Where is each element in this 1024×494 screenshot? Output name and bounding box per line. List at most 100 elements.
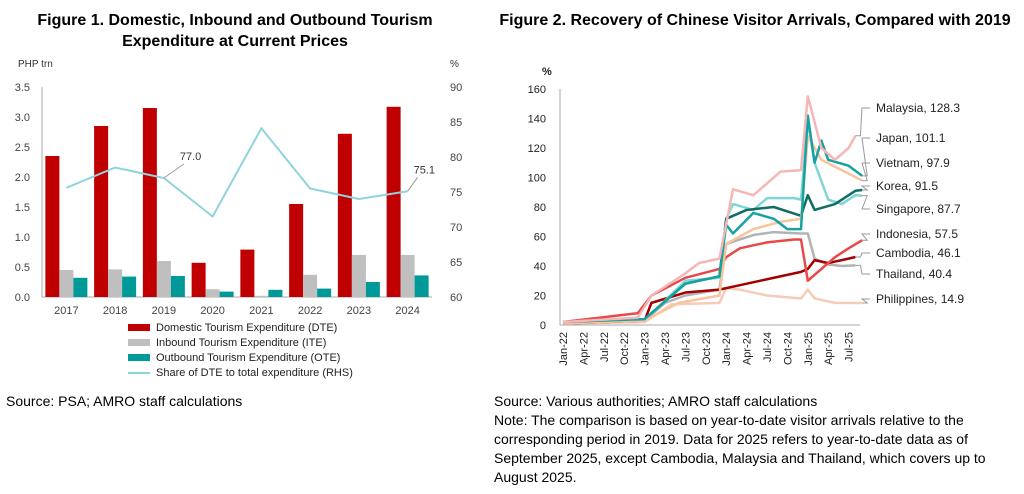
x-tick-label: Apr-23	[660, 332, 672, 365]
y2-tick-label: 70	[450, 222, 462, 234]
y-tick-label: 40	[534, 261, 546, 273]
y-tick-label: 3.5	[15, 82, 30, 94]
x-tick-label: Jan-23	[640, 332, 652, 366]
series-label-singapore: Singapore, 87.7	[876, 202, 961, 216]
bar-ote	[268, 289, 283, 297]
x-tick-label: Jan-25	[803, 332, 815, 366]
bar-dte	[289, 204, 304, 297]
figure2-source: Source: Various authorities; AMRO staff …	[494, 393, 818, 409]
y-tick-label: 60	[534, 232, 546, 244]
legend-item: Outbound Tourism Expenditure (OTE)	[128, 350, 353, 365]
legend-label: Inbound Tourism Expenditure (ITE)	[156, 336, 327, 349]
y-tick-label: 100	[528, 173, 546, 185]
y2-tick-label: 75	[450, 187, 462, 199]
bar-ite	[351, 255, 366, 297]
y-tick-label: 160	[528, 84, 546, 96]
label-leader	[860, 185, 870, 191]
annotation-label: 77.0	[180, 151, 201, 163]
bar-ite	[254, 295, 269, 297]
x-tick-label: Jul-22	[599, 332, 611, 362]
x-tick-label: 2021	[249, 305, 273, 317]
y-tick-label: 1.0	[15, 232, 30, 244]
bar-ite	[400, 255, 415, 297]
x-tick-label: 2019	[152, 305, 176, 317]
figure2-note: Note: The comparison is based on year-to…	[494, 412, 986, 485]
label-leader	[861, 162, 870, 182]
bar-dte	[45, 156, 60, 297]
x-tick-label: 2018	[103, 305, 127, 317]
legend-label: Outbound Tourism Expenditure (OTE)	[156, 351, 341, 364]
bar-ote	[73, 277, 88, 297]
x-tick-label: Jul-24	[762, 332, 774, 362]
legend-swatch	[128, 371, 150, 374]
figure2-title: Figure 2. Recovery of Chinese Visitor Ar…	[499, 12, 1011, 29]
figure1-chart: PHP trn % 0.0 0.5 1.0 1.5 2.0 2.5 3.0 3.5 60 65 70 75…	[15, 59, 463, 317]
x-tick-label: Oct-23	[701, 332, 713, 365]
y2-tick-label: 80	[450, 152, 462, 164]
x-tick-label: Jul-23	[680, 332, 692, 362]
label-leader	[860, 298, 870, 304]
y-tick-label: 140	[528, 114, 546, 126]
y-tick-label: 2.5	[15, 142, 30, 154]
x-tick-label: 2023	[347, 305, 371, 317]
y-tick-label: 0.0	[15, 292, 30, 304]
series-label-vietnam: Vietnam, 97.9	[876, 156, 950, 170]
bar-ote	[414, 275, 429, 297]
bar-ite	[108, 269, 123, 297]
bar-dte	[142, 108, 157, 297]
bar-ote	[317, 288, 332, 297]
series-label-philippines: Philippines, 14.9	[876, 292, 964, 306]
figure1-legend: Domestic Tourism Expenditure (DTE) Inboun…	[128, 320, 353, 380]
annotation-label: 75.1	[414, 164, 435, 176]
x-tick-label: 2020	[200, 305, 224, 317]
bar-dte	[240, 249, 255, 297]
x-tick-label: Apr-22	[578, 332, 590, 365]
bar-ite	[205, 289, 220, 297]
bar-ite	[303, 274, 318, 297]
x-tick-label: 2017	[54, 305, 78, 317]
y-tick-label: 0.5	[15, 262, 30, 274]
series-label-malaysia: Malaysia, 128.3	[876, 101, 960, 115]
y2-tick-label: 60	[450, 292, 462, 304]
figure1-source: Source: PSA; AMRO staff calculations	[6, 393, 243, 409]
x-tick-label: Jul-25	[844, 332, 856, 362]
y2-axis-label: %	[450, 59, 459, 70]
y-tick-label: 1.5	[15, 202, 30, 214]
series-line-vietnam	[562, 134, 863, 325]
figure2-chart: % 0 20 40 60 80 100 120 140 160 Jan-22 Apr-22 Jul-22…	[528, 66, 965, 366]
y-axis-label: %	[542, 66, 552, 78]
y2-tick-label: 85	[450, 117, 462, 129]
x-tick-label: Apr-25	[823, 332, 835, 365]
series-line-malaysia	[562, 95, 857, 324]
label-leader	[861, 137, 870, 177]
bar-ote	[170, 276, 185, 297]
legend-swatch	[128, 339, 150, 346]
label-leader	[860, 233, 870, 241]
annotation-leader	[163, 163, 185, 179]
bar-ite	[59, 270, 74, 297]
bar-dte	[191, 262, 206, 297]
bar-dte	[386, 106, 401, 297]
series-label-thailand: Thailand, 40.4	[876, 267, 952, 281]
series-label-japan: Japan, 101.1	[876, 131, 946, 145]
bar-ote	[365, 282, 380, 297]
y-axis-label: PHP trn	[18, 59, 53, 70]
bar-ote	[219, 291, 234, 297]
series-line-indonesia	[562, 238, 863, 324]
label-leader	[855, 107, 870, 137]
x-tick-label: Oct-22	[619, 332, 631, 365]
bar-dte	[94, 126, 109, 297]
y-tick-label: 3.0	[15, 112, 30, 124]
legend-label: Share of DTE to total expenditure (RHS)	[156, 366, 353, 379]
legend-item: Domestic Tourism Expenditure (DTE)	[128, 320, 353, 335]
y-tick-label: 2.0	[15, 172, 30, 184]
label-leader	[861, 195, 870, 210]
bar-dte	[337, 133, 352, 297]
bar-ite	[156, 261, 171, 297]
share-line	[65, 126, 408, 219]
x-tick-label: Jan-22	[558, 332, 570, 366]
legend-swatch	[128, 354, 150, 361]
y2-tick-label: 65	[450, 257, 462, 269]
series-line-philippines	[562, 286, 863, 325]
series-label-korea: Korea, 91.5	[876, 179, 938, 193]
